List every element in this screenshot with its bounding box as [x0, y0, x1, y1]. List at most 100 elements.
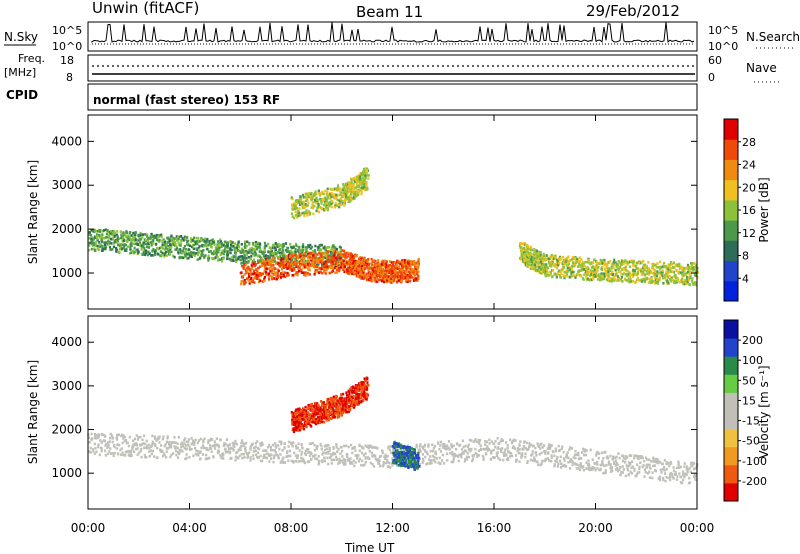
- data-cell: [307, 192, 311, 195]
- data-cell: [635, 273, 638, 277]
- data-cell: [302, 459, 305, 462]
- data-cell: [461, 439, 464, 443]
- data-cell: [191, 245, 194, 249]
- data-cell: [659, 267, 662, 271]
- data-cell: [300, 453, 303, 456]
- data-cell: [135, 434, 138, 437]
- data-cell: [447, 440, 451, 443]
- data-cell: [320, 207, 323, 210]
- data-cell: [383, 280, 386, 284]
- data-cell: [335, 458, 339, 461]
- data-cell: [524, 249, 527, 253]
- data-cell: [123, 439, 126, 443]
- data-cell: [271, 260, 274, 263]
- data-cell: [246, 240, 249, 244]
- data-cell: [273, 454, 276, 457]
- data-cell: [338, 202, 341, 205]
- data-cell: [317, 455, 320, 458]
- data-cell: [304, 271, 307, 274]
- data-cell: [692, 267, 695, 271]
- data-cell: [273, 260, 276, 263]
- data-cell: [333, 254, 336, 257]
- data-cell: [151, 254, 154, 257]
- data-cell: [190, 437, 193, 440]
- data-cell: [323, 261, 326, 264]
- data-cell: [161, 251, 164, 255]
- data-cell: [128, 454, 132, 458]
- data-cell: [330, 202, 333, 205]
- data-cell: [193, 443, 196, 446]
- noise-panel: N.Sky 10^5 10^0 10^5 10^0 N.Search: [4, 21, 800, 53]
- data-cell: [279, 244, 282, 247]
- data-cell: [300, 212, 303, 216]
- data-cell: [346, 192, 349, 195]
- data-cell: [156, 437, 159, 440]
- data-cell: [454, 454, 457, 458]
- data-cell: [327, 252, 330, 256]
- data-cell: [254, 263, 258, 266]
- data-cell: [221, 454, 224, 458]
- data-cell: [435, 456, 438, 460]
- data-cell: [490, 449, 493, 453]
- data-cell: [131, 237, 134, 240]
- data-cell: [113, 445, 116, 449]
- data-cell: [685, 267, 688, 270]
- data-cell: [466, 455, 469, 459]
- data-cell: [97, 443, 100, 446]
- data-cell: [113, 451, 116, 455]
- data-cell: [531, 260, 534, 264]
- data-cell: [432, 447, 435, 450]
- data-cell: [295, 447, 298, 450]
- data-cell: [312, 201, 315, 204]
- data-cell: [287, 262, 290, 265]
- data-cell: [293, 207, 296, 211]
- data-cell: [150, 241, 153, 244]
- data-cell: [106, 446, 109, 449]
- data-cell: [296, 216, 299, 219]
- data-cell: [365, 169, 369, 172]
- data-cell: [263, 241, 267, 245]
- data-cell: [640, 267, 643, 271]
- colorbar-tick-label: 16: [742, 204, 756, 217]
- data-cell: [210, 246, 213, 249]
- data-cell: [683, 278, 686, 282]
- data-cell: [338, 199, 341, 202]
- data-cell: [532, 256, 535, 259]
- data-cell: [270, 271, 273, 275]
- data-cell: [499, 458, 502, 461]
- data-cell: [558, 261, 561, 265]
- data-cell: [410, 276, 413, 279]
- data-cell: [520, 257, 523, 261]
- data-cell: [288, 449, 292, 453]
- data-cell: [480, 447, 483, 451]
- data-cell: [304, 205, 307, 208]
- data-cell: [193, 240, 196, 243]
- data-cell: [246, 452, 249, 456]
- data-cell: [381, 277, 384, 280]
- data-cell: [661, 265, 664, 269]
- data-cell: [335, 268, 339, 272]
- data-cell: [288, 263, 291, 266]
- data-cell: [314, 453, 317, 457]
- data-cell: [475, 453, 478, 456]
- data-cell: [476, 455, 479, 458]
- data-cell: [550, 264, 553, 268]
- data-cell: [293, 268, 296, 271]
- data-cell: [101, 247, 104, 251]
- data-cell: [354, 259, 357, 263]
- data-cell: [518, 244, 521, 248]
- data-cell: [328, 446, 331, 450]
- data-cell: [463, 460, 466, 463]
- data-cell: [672, 261, 675, 265]
- data-cell: [323, 264, 326, 268]
- data-cell: [268, 443, 271, 447]
- data-cell: [571, 261, 574, 265]
- data-cell: [458, 444, 461, 447]
- data-cell: [132, 439, 135, 443]
- data-cell: [187, 239, 190, 243]
- data-cell: [329, 456, 332, 459]
- data-cell: [514, 439, 517, 442]
- data-cell: [590, 273, 593, 276]
- data-cell: [674, 263, 677, 266]
- data-cell: [212, 252, 215, 256]
